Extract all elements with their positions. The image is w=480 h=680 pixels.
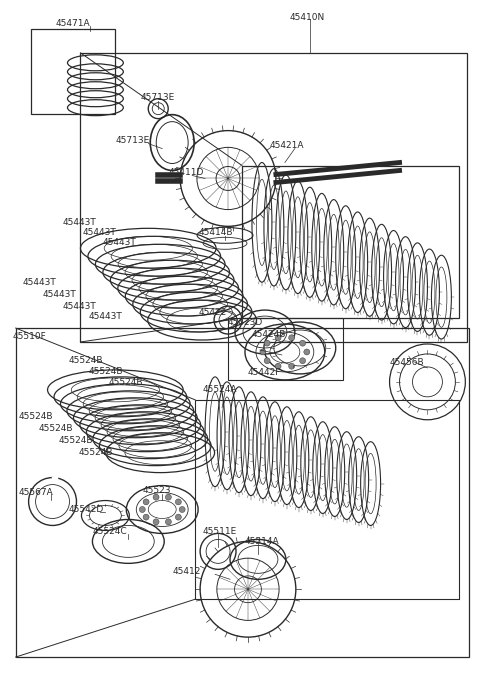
Circle shape bbox=[179, 507, 185, 513]
Circle shape bbox=[264, 358, 270, 364]
Text: 45443T: 45443T bbox=[23, 278, 56, 287]
Text: 45524B: 45524B bbox=[108, 378, 143, 387]
Circle shape bbox=[300, 358, 306, 364]
Circle shape bbox=[143, 514, 149, 520]
Circle shape bbox=[300, 340, 306, 346]
Text: 45713E: 45713E bbox=[140, 92, 175, 102]
Text: 45443T: 45443T bbox=[83, 228, 116, 237]
Bar bbox=[81, 53, 468, 342]
Circle shape bbox=[153, 494, 159, 500]
Circle shape bbox=[275, 363, 281, 369]
Text: 45567A: 45567A bbox=[19, 488, 53, 496]
Circle shape bbox=[288, 363, 295, 369]
Circle shape bbox=[304, 349, 310, 355]
Text: 45524C: 45524C bbox=[93, 528, 127, 537]
Circle shape bbox=[175, 514, 181, 520]
Circle shape bbox=[175, 499, 181, 505]
Text: 45514A: 45514A bbox=[245, 537, 280, 547]
Text: 45524B: 45524B bbox=[38, 424, 73, 432]
Circle shape bbox=[166, 494, 171, 500]
Text: 45414B: 45414B bbox=[198, 228, 233, 237]
Text: 45423D: 45423D bbox=[228, 318, 264, 327]
Text: 45410N: 45410N bbox=[290, 13, 325, 22]
Circle shape bbox=[139, 507, 145, 513]
Text: 45456B: 45456B bbox=[390, 358, 424, 367]
Text: 45713E: 45713E bbox=[115, 135, 150, 145]
Text: 45424B: 45424B bbox=[252, 330, 287, 339]
Circle shape bbox=[153, 519, 159, 525]
Text: 45411D: 45411D bbox=[168, 169, 204, 177]
Bar bbox=[16, 328, 469, 657]
Circle shape bbox=[166, 519, 171, 525]
Circle shape bbox=[288, 335, 295, 341]
Text: 45422: 45422 bbox=[198, 308, 227, 317]
Text: 45443T: 45443T bbox=[88, 312, 122, 321]
Text: 45524B: 45524B bbox=[78, 447, 113, 457]
Bar bbox=[31, 29, 115, 114]
Text: 45510F: 45510F bbox=[12, 332, 47, 341]
Circle shape bbox=[260, 349, 266, 355]
Text: 45524B: 45524B bbox=[69, 356, 103, 365]
Text: 45524B: 45524B bbox=[19, 412, 53, 421]
Text: 45471A: 45471A bbox=[56, 19, 90, 28]
Bar bbox=[228, 318, 343, 380]
Text: 45511E: 45511E bbox=[202, 528, 236, 537]
Text: 45443T: 45443T bbox=[62, 302, 96, 311]
Circle shape bbox=[143, 499, 149, 505]
Text: 45523: 45523 bbox=[142, 486, 171, 494]
Text: 45421A: 45421A bbox=[270, 141, 304, 150]
Circle shape bbox=[275, 335, 281, 341]
Text: 45524A: 45524A bbox=[202, 385, 237, 394]
Text: 45443T: 45443T bbox=[102, 238, 136, 248]
Text: 45443T: 45443T bbox=[43, 290, 76, 299]
Text: 45412: 45412 bbox=[172, 567, 201, 577]
Text: 45443T: 45443T bbox=[62, 218, 96, 227]
Bar bbox=[195, 400, 459, 599]
Text: 45524B: 45524B bbox=[88, 367, 123, 376]
Text: 45524B: 45524B bbox=[59, 436, 93, 445]
Circle shape bbox=[264, 340, 270, 346]
Text: 45442F: 45442F bbox=[248, 368, 281, 377]
Text: 45542D: 45542D bbox=[69, 505, 104, 513]
